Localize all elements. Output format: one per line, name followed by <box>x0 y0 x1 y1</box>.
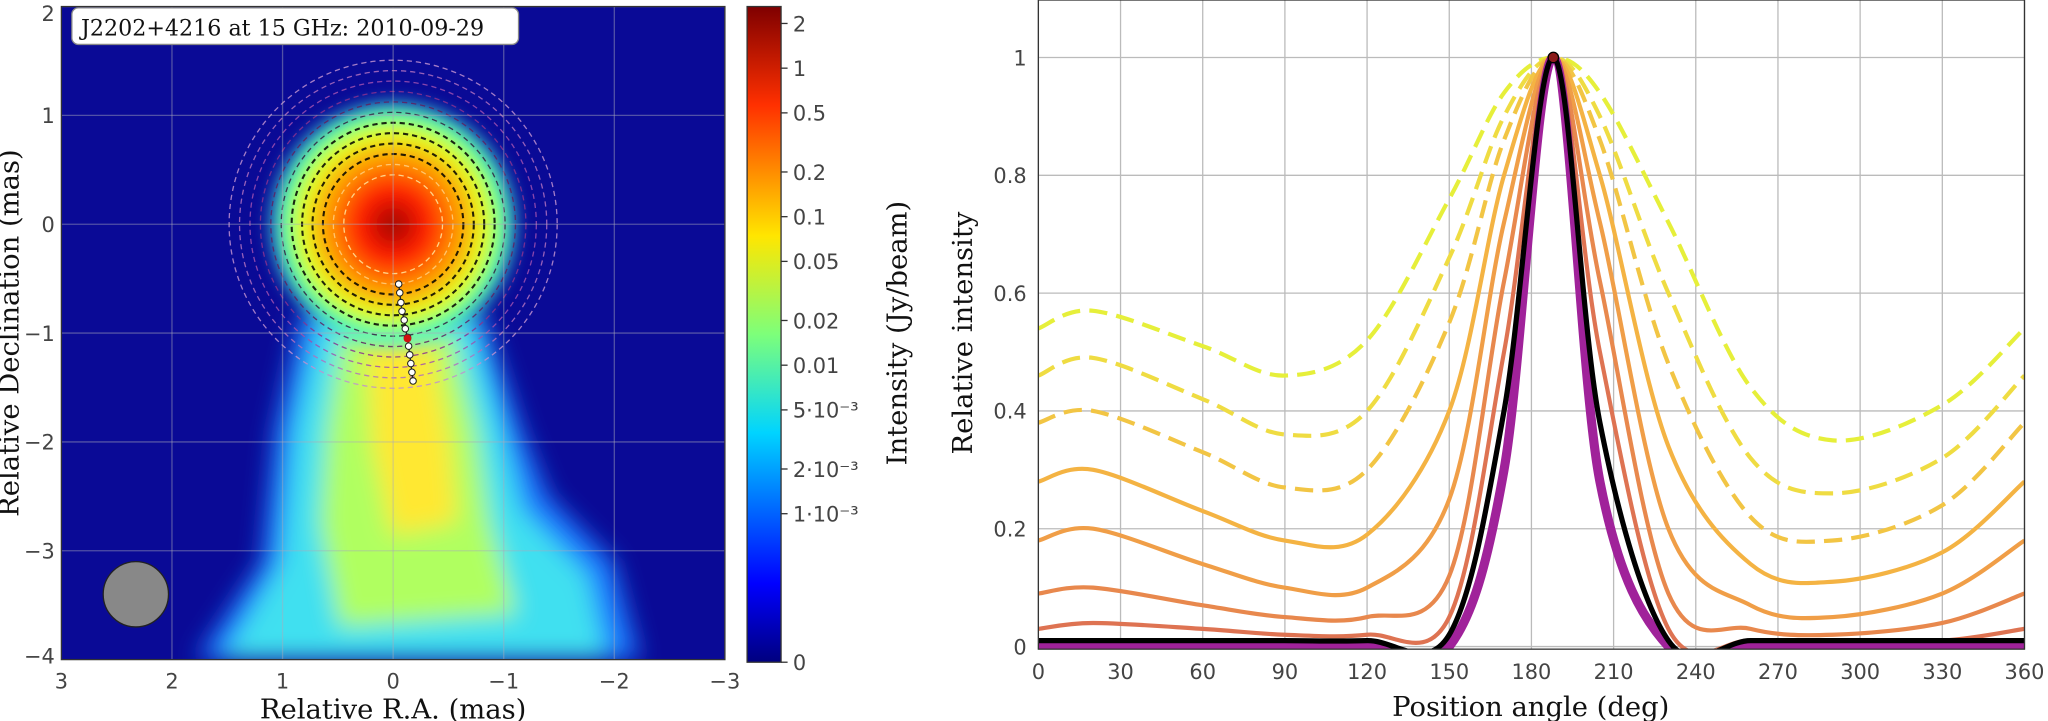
dashed-ring <box>301 132 486 317</box>
profile-x-label: Position angle (deg) <box>1392 692 1669 721</box>
map-y-tick: 0 <box>42 213 55 237</box>
map-y-tick: −3 <box>24 540 55 564</box>
colorbar-tick-label: 0 <box>793 651 806 675</box>
colorbar-tick-label: 2·10⁻³ <box>793 458 859 482</box>
map-grid <box>61 6 725 660</box>
profile-y-tick: 1 <box>1013 46 1026 70</box>
jet-emission <box>195 313 640 660</box>
map-x-tick: −2 <box>599 669 630 693</box>
ridge-point <box>405 351 414 359</box>
dashed-ring <box>270 101 517 348</box>
profile-x-tick: 120 <box>1347 660 1387 684</box>
profile-x-tick: 30 <box>1107 660 1134 684</box>
colorbar: 2 1 0.5 0.2 0.1 0.05 0.02 0.01 5·10⁻³ 2·10⁻³ 1·10⁻… <box>746 5 913 675</box>
profile-y-tick: 0 <box>1013 635 1026 659</box>
profile-y-tick: 0.2 <box>993 518 1026 542</box>
peak-marker <box>1547 51 1560 64</box>
map-y-tick: −2 <box>24 431 55 455</box>
colorbar-tick-label: 0.1 <box>793 206 826 230</box>
map-panel: J2202+4216 at 15 GHz: 2010-09-29 3 2 1 0 −1 −… <box>0 2 740 721</box>
colorbar-tick-label: 0.5 <box>793 102 826 126</box>
dashed-ring <box>343 174 444 275</box>
dashed-ring <box>321 152 465 296</box>
ridge-point <box>394 280 403 288</box>
map-y-label: Relative Declination (mas) <box>0 149 25 517</box>
map-x-label: Relative R.A. (mas) <box>260 694 527 721</box>
dashed-ring <box>280 111 506 337</box>
profile-y-label: Relative intensity <box>948 211 979 454</box>
map-title-box <box>71 7 520 46</box>
dashed-rings <box>228 59 558 389</box>
colorbar-tick-label: 0.01 <box>793 354 839 378</box>
colorbar-tick-label: 5·10⁻³ <box>793 399 859 423</box>
ridge-point <box>395 289 404 297</box>
ridge-point <box>398 307 406 316</box>
profile-x-tick: 300 <box>1840 660 1880 684</box>
ridge-point <box>401 324 410 333</box>
colorbar-tick-label: 0.02 <box>793 309 839 333</box>
beam-ellipse <box>102 560 170 628</box>
ridge-point <box>404 342 413 350</box>
profile-y-tick: 0.8 <box>993 164 1026 188</box>
dashed-ring <box>238 69 548 379</box>
map-y-tick: 1 <box>42 104 55 128</box>
ridge-highlight <box>403 334 412 343</box>
profile-x-tick: 270 <box>1758 660 1798 684</box>
map-x-tick: 3 <box>55 669 68 693</box>
ridge-points <box>394 280 417 385</box>
ridge-point <box>408 368 416 377</box>
profile-curves <box>1038 52 2025 650</box>
profile-x-tick: 240 <box>1676 660 1716 684</box>
dashed-ring <box>332 163 454 285</box>
map-y-tick: −1 <box>24 322 55 346</box>
profile-line-ring-4 <box>1038 55 2025 586</box>
profile-y-tick: 0.4 <box>993 400 1026 424</box>
colorbar-tick-label: 1 <box>793 57 806 81</box>
profile-x-tick: 60 <box>1189 660 1216 684</box>
colorbar-tick-label: 1·10⁻³ <box>793 503 859 527</box>
map-x-tick: 2 <box>165 669 178 693</box>
colorbar-tick-label: 2 <box>793 12 806 36</box>
dashed-ring <box>290 121 496 327</box>
profile-y-tick: 0.6 <box>993 282 1026 306</box>
map-x-tick: −1 <box>488 669 519 693</box>
map-y-tick: −4 <box>24 645 55 669</box>
profile-x-tick: 0 <box>1032 660 1045 684</box>
dashed-ring <box>249 80 537 369</box>
map-x-tick: 0 <box>386 669 399 693</box>
map-y-tick: 2 <box>42 2 55 26</box>
colorbar-label: Intensity (Jy/beam) <box>882 201 913 466</box>
profile-x-tick: 210 <box>1594 660 1634 684</box>
profile-panel: 0 30 60 90 120 150 180 210 240 270 300 330 360 0 0.2 0.… <box>948 0 2045 721</box>
profile-x-tick: 90 <box>1272 660 1299 684</box>
map-x-tick: −3 <box>710 669 741 693</box>
dashed-ring <box>311 142 475 306</box>
ridge-point <box>407 359 415 368</box>
profile-line-ring-9 <box>1038 54 2025 650</box>
map-x-tick: 1 <box>276 669 289 693</box>
dashed-ring <box>259 90 527 358</box>
ridge-point <box>397 298 405 307</box>
profile-x-tick: 360 <box>2005 660 2045 684</box>
map-title: J2202+4216 at 15 GHz: 2010-09-29 <box>79 15 484 41</box>
ridge-point <box>400 316 408 324</box>
ridge-point <box>409 377 417 385</box>
colorbar-tick-label: 0.2 <box>793 161 826 185</box>
profile-x-tick: 150 <box>1429 660 1469 684</box>
profile-x-tick: 180 <box>1511 660 1551 684</box>
profile-x-tick: 330 <box>1922 660 1962 684</box>
dashed-ring <box>228 59 558 389</box>
colorbar-tick-label: 0.05 <box>793 250 839 274</box>
